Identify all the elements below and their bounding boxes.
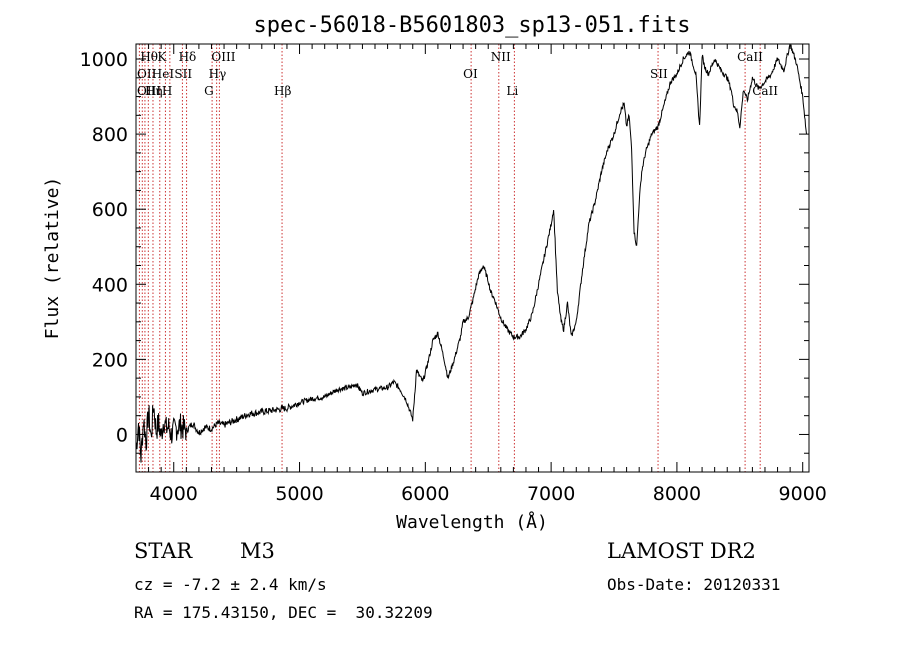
- x-axis-ticks: 4000 5000 6000 7000 8000 9000: [135, 44, 827, 505]
- y-tick-label: 1000: [80, 49, 128, 71]
- y-axis-ticks: 0 200 400 600 800 1000: [80, 49, 809, 473]
- y-tick-label: 0: [116, 424, 128, 446]
- y-tick-label: 400: [92, 274, 128, 296]
- redshift-text: cz = -7.2 ± 2.4 km/s: [134, 575, 327, 594]
- spectrum-series: [135, 44, 807, 463]
- spectral-line-label: SII: [174, 67, 192, 81]
- spectral-line-label: G: [204, 84, 214, 98]
- y-tick-label: 800: [92, 124, 128, 146]
- coordinates: RA = 175.43150, DEC = 30.32209: [134, 603, 433, 622]
- spectral-line-label: Hη: [145, 84, 163, 98]
- survey-name: LAMOST DR2: [607, 539, 756, 563]
- x-tick-label: 7000: [527, 483, 575, 505]
- y-axis-label: Flux (relative): [42, 177, 63, 340]
- spectral-line-label: NII: [491, 50, 511, 64]
- y-tick-label: 200: [92, 349, 128, 371]
- object-type: STAR: [134, 539, 193, 563]
- chart-title: spec-56018-B5601803_sp13-051.fits: [253, 13, 690, 38]
- spectral-line-label: Hδ: [179, 50, 197, 64]
- spectral-line-label: OI: [463, 67, 478, 81]
- spectral-line-label: Li: [506, 84, 518, 98]
- spectral-line-label: Hθ: [140, 50, 158, 64]
- x-tick-label: 4000: [150, 483, 198, 505]
- spectral-subclass: M3: [240, 539, 275, 563]
- x-tick-label: 5000: [275, 483, 323, 505]
- spectral-line-label: Hβ: [274, 84, 291, 98]
- spectral-line-label: H: [162, 84, 172, 98]
- spectral-line-label: K: [157, 50, 167, 64]
- obs-date: Obs-Date: 20120331: [607, 575, 781, 594]
- y-tick-label: 600: [92, 199, 128, 221]
- spectral-line-label: OII: [137, 67, 157, 81]
- spectral-line-label: OIII: [211, 50, 235, 64]
- x-tick-label: 8000: [653, 483, 701, 505]
- spectral-line-label: Hγ: [209, 67, 227, 81]
- spectral-line-label: CaII: [737, 50, 763, 64]
- x-tick-label: 9000: [779, 483, 827, 505]
- spectral-line-label: HeI: [152, 67, 175, 81]
- x-axis-label: Wavelength (Å): [396, 511, 548, 533]
- spectral-line-label: OIII: [137, 84, 161, 98]
- spectral-line-markers: [138, 44, 761, 472]
- x-tick-label: 6000: [401, 483, 449, 505]
- spectral-line-label: SII: [650, 67, 668, 81]
- plot-frame: [135, 43, 810, 473]
